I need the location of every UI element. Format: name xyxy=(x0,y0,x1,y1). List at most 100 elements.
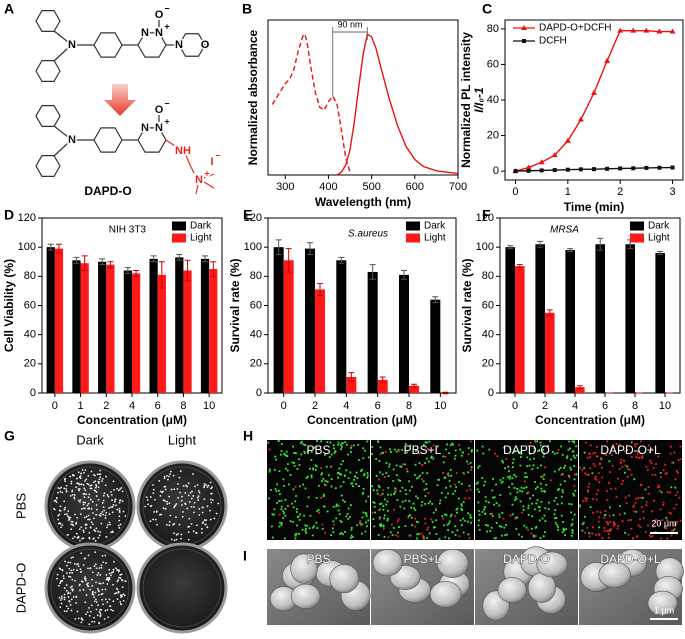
green-cell xyxy=(513,473,516,476)
colony xyxy=(115,587,118,590)
green-cell xyxy=(378,486,381,489)
colony xyxy=(163,477,166,480)
colony xyxy=(87,502,90,505)
marker xyxy=(669,28,676,34)
error-bar xyxy=(184,259,191,282)
green-cell xyxy=(268,470,271,473)
green-cell xyxy=(350,447,353,449)
green-cell xyxy=(447,529,450,531)
green-cell xyxy=(447,537,450,540)
colony xyxy=(98,621,100,624)
colony xyxy=(84,489,87,492)
red-cell xyxy=(398,450,401,452)
green-cell xyxy=(280,453,282,456)
green-cell xyxy=(326,510,329,513)
colony xyxy=(116,580,119,583)
green-cell xyxy=(588,532,591,535)
green-cell xyxy=(320,473,323,476)
colony xyxy=(63,587,66,589)
error-bar xyxy=(348,372,355,382)
red-cell xyxy=(623,460,625,462)
colony xyxy=(211,499,214,501)
green-cell xyxy=(388,465,390,468)
green-cell xyxy=(478,519,480,522)
colony xyxy=(184,502,186,505)
marker xyxy=(526,168,531,173)
colony xyxy=(65,490,68,492)
green-cell xyxy=(358,459,360,462)
colony xyxy=(53,508,56,511)
atom-label: O xyxy=(201,39,210,51)
green-cell xyxy=(310,450,313,453)
colony xyxy=(95,608,98,611)
green-cell xyxy=(608,506,611,509)
colony xyxy=(196,524,198,527)
green-cell xyxy=(538,449,541,451)
colony xyxy=(119,574,122,576)
colony xyxy=(88,614,91,617)
green-cell xyxy=(507,476,509,478)
green-cell xyxy=(361,516,364,519)
green-cell xyxy=(501,511,504,514)
colony xyxy=(68,572,71,574)
green-cell xyxy=(547,508,550,511)
marker xyxy=(657,165,662,170)
colony xyxy=(164,500,166,502)
green-cell xyxy=(490,526,493,529)
green-cell xyxy=(329,441,332,444)
colony xyxy=(190,505,193,508)
green-cell xyxy=(470,466,473,469)
green-cell xyxy=(557,526,559,528)
colony xyxy=(103,492,106,495)
red-cell xyxy=(628,468,631,471)
colony xyxy=(173,522,176,525)
green-cell xyxy=(425,457,428,460)
red-cell xyxy=(636,443,639,445)
colony xyxy=(59,505,62,508)
colony xyxy=(64,480,67,482)
colony xyxy=(64,560,66,563)
panel-label: F xyxy=(482,207,491,223)
colony xyxy=(71,571,74,574)
green-cell xyxy=(339,519,342,522)
legend-marker xyxy=(522,39,526,43)
error-bar xyxy=(597,237,604,251)
colony xyxy=(180,504,183,506)
annotation: 90 nm xyxy=(338,19,363,29)
green-cell xyxy=(408,500,411,502)
colony xyxy=(197,490,200,492)
red-cell xyxy=(649,535,652,538)
colony xyxy=(209,481,212,484)
colony xyxy=(166,474,168,477)
green-cell xyxy=(464,519,467,522)
green-cell xyxy=(304,487,307,490)
green-cell xyxy=(414,463,417,466)
colony xyxy=(206,505,209,508)
green-cell xyxy=(382,451,384,454)
x-tick-label: 10 xyxy=(659,400,671,412)
colony xyxy=(63,478,66,481)
green-cell xyxy=(540,501,543,503)
colony xyxy=(118,527,121,529)
green-cell xyxy=(531,502,534,505)
red-cell xyxy=(671,461,674,464)
colony xyxy=(70,609,73,612)
bacterium xyxy=(527,572,556,603)
colony xyxy=(112,480,115,483)
green-cell xyxy=(581,523,584,526)
error-bar xyxy=(657,251,664,255)
y-tick-label: 0 xyxy=(30,387,36,399)
colony xyxy=(77,565,80,568)
green-cell xyxy=(350,504,352,506)
red-cell xyxy=(632,537,635,540)
green-cell xyxy=(405,493,408,495)
green-cell xyxy=(557,489,559,491)
colony xyxy=(101,478,104,480)
green-cell xyxy=(298,518,301,521)
legend-label: DAPD-O+DCFH xyxy=(539,23,612,34)
green-cell xyxy=(508,486,510,489)
colony xyxy=(87,554,90,557)
annotation: MRSA xyxy=(550,225,579,236)
colony xyxy=(112,570,115,573)
colony xyxy=(103,618,106,620)
